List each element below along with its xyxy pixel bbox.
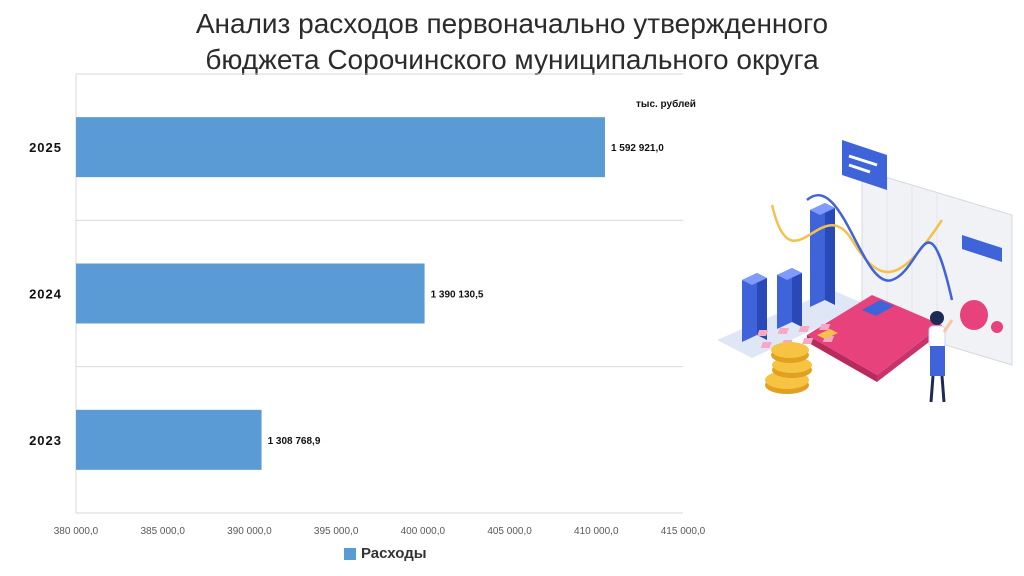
category-label-2024: 2024 xyxy=(29,287,62,302)
chart-title-line-1: Анализ расходов первоначально утвержденн… xyxy=(195,8,829,39)
x-tick-label: 390 000,0 xyxy=(227,526,272,537)
x-tick-label: 415 000,0 xyxy=(661,526,706,537)
category-label-2023: 2023 xyxy=(29,433,62,448)
x-tick-label: 385 000,0 xyxy=(140,526,185,537)
calculator-icon xyxy=(757,295,942,382)
legend-label: Расходы xyxy=(361,545,427,562)
legend-swatch xyxy=(344,547,356,560)
trend-line-blue xyxy=(806,194,954,301)
data-label-2024: 1 390 130,5 xyxy=(431,290,484,301)
bar-2024 xyxy=(76,263,425,324)
pie-dot-icon xyxy=(960,300,988,330)
bar-2023 xyxy=(76,409,262,470)
trend-line-yellow xyxy=(770,204,944,274)
category-label-2025: 2025 xyxy=(29,140,62,155)
legend: Расходы xyxy=(344,545,427,562)
data-label-2025: 1 592 921,0 xyxy=(611,143,664,154)
finance-illustration xyxy=(717,140,1013,403)
x-tick-label: 395 000,0 xyxy=(314,526,359,537)
panel-bar-widget xyxy=(962,235,1002,262)
bar-2025 xyxy=(76,117,605,178)
person-icon xyxy=(928,311,954,403)
x-tick-label: 405 000,0 xyxy=(487,526,532,537)
x-tick-label: 400 000,0 xyxy=(401,526,446,537)
unit-label: тыс. рублей xyxy=(636,99,696,110)
platform-shape xyxy=(717,290,867,358)
chart-title-line-2: бюджета Сорочинского муниципального окру… xyxy=(205,44,819,75)
data-label-2023: 1 308 768,9 xyxy=(268,436,321,447)
info-card-icon xyxy=(842,140,887,190)
chart-title: Анализ расходов первоначально утвержденн… xyxy=(0,6,1024,78)
x-tick-label: 380 000,0 xyxy=(54,526,99,537)
x-tick-label: 410 000,0 xyxy=(574,526,619,537)
coins-icon xyxy=(765,342,812,394)
